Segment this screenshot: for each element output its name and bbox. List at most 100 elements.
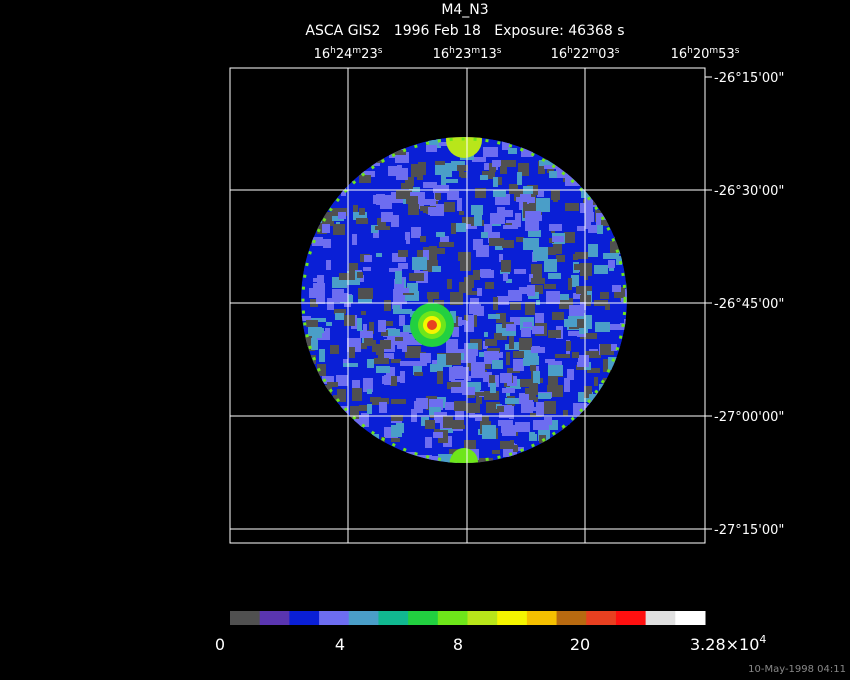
pixel-patch (445, 402, 460, 410)
pixel-patch (440, 236, 449, 247)
pixel-patch (357, 318, 362, 331)
pixel-patch (462, 387, 475, 395)
pixel-patch (447, 279, 452, 289)
pixel-patch (544, 401, 556, 414)
pixel-patch (492, 450, 500, 454)
pixel-patch (609, 266, 614, 271)
pixel-patch (508, 148, 517, 154)
ra-label: 16h22m03s (551, 46, 620, 62)
pixel-patch (577, 226, 585, 231)
pixel-patch (506, 279, 512, 283)
colorbar-label: 0 (215, 635, 225, 654)
pixel-patch (516, 197, 532, 202)
pixel-patch (488, 232, 500, 243)
pixel-patch (371, 225, 378, 233)
pixel-patch (475, 414, 482, 421)
ra-value: 16 (433, 47, 450, 62)
pixel-patch (536, 402, 544, 416)
pixel-patch (572, 352, 579, 358)
pixel-patch (478, 458, 493, 463)
pixel-patch (443, 416, 453, 428)
pixel-patch (317, 331, 330, 340)
pixel-patch (311, 338, 318, 350)
pixel-patch (365, 340, 376, 346)
ra-value: 24 (336, 47, 353, 62)
pixel-patch (338, 212, 346, 219)
pixel-patch (483, 372, 492, 382)
pixel-patch (484, 391, 499, 400)
pixel-patch (490, 213, 505, 224)
pixel-patch (552, 312, 564, 320)
pixel-patch (532, 326, 544, 334)
dec-label: -26°15'00" (714, 71, 784, 86)
pixel-patch (317, 364, 326, 376)
pixel-patch (564, 232, 575, 243)
pixel-patch (482, 171, 495, 179)
pixel-patch (533, 247, 548, 261)
pixel-patch (610, 241, 620, 254)
pixel-patch (390, 376, 397, 386)
pixel-patch (518, 163, 529, 176)
pixel-patch (485, 339, 497, 346)
pixel-patch (487, 348, 500, 353)
pixel-patch (566, 341, 571, 351)
pixel-patch (476, 392, 482, 404)
pixel-patch (549, 224, 562, 231)
pixel-patch (588, 225, 600, 233)
pixel-patch (411, 227, 421, 238)
pixel-patch (539, 160, 555, 166)
pixel-patch (428, 299, 433, 304)
pixel-patch (471, 369, 485, 378)
colorbar-label: 20 (570, 635, 590, 654)
colorbar-swatch (437, 611, 468, 625)
pixel-patch (579, 328, 588, 334)
pixel-patch (393, 289, 403, 302)
pixel-patch (471, 362, 485, 373)
colorbar-swatch (586, 611, 617, 625)
pixel-patch (479, 352, 487, 357)
pixel-patch (319, 349, 325, 362)
pixel-patch (376, 253, 382, 257)
pixel-patch (429, 246, 437, 260)
pixel-patch (508, 290, 522, 301)
pixel-patch (500, 373, 512, 383)
pixel-patch (563, 410, 568, 416)
pixel-patch (395, 152, 409, 163)
pixel-patch (341, 187, 346, 196)
pixel-patch (497, 406, 504, 412)
pixel-patch (560, 294, 569, 300)
pixel-patch (314, 329, 322, 338)
pixel-patch (392, 253, 406, 262)
pixel-patch (451, 223, 456, 234)
pixel-patch (446, 353, 461, 365)
pixel-patch (452, 223, 466, 232)
pixel-patch (549, 382, 555, 391)
dec-label: -26°30'00" (714, 184, 784, 199)
pixel-patch (398, 250, 408, 257)
pixel-patch (459, 282, 472, 293)
pixel-patch (496, 313, 506, 323)
pixel-patch (420, 353, 431, 363)
pixel-patch (548, 273, 561, 279)
pixel-patch (470, 298, 479, 304)
pixel-patch (408, 204, 419, 215)
pixel-patch (571, 275, 579, 287)
pixel-patch (406, 232, 410, 244)
pixel-patch (544, 284, 556, 289)
pixel-patch (489, 238, 504, 246)
pixel-patch (396, 168, 408, 180)
colorbar-swatch (526, 611, 558, 625)
pixel-patch (501, 260, 511, 272)
pixel-patch (414, 401, 423, 413)
pixel-patch (343, 359, 348, 363)
colorbar-label: 8 (453, 635, 463, 654)
pixel-patch (556, 255, 565, 262)
pixel-patch (510, 317, 520, 325)
pixel-patch (404, 334, 415, 344)
pixel-patch (584, 275, 588, 280)
pixel-patch (514, 269, 526, 274)
pixel-patch (378, 354, 387, 359)
pixel-patch (384, 329, 400, 336)
pixel-patch (523, 238, 536, 250)
pixel-patch (459, 211, 464, 215)
